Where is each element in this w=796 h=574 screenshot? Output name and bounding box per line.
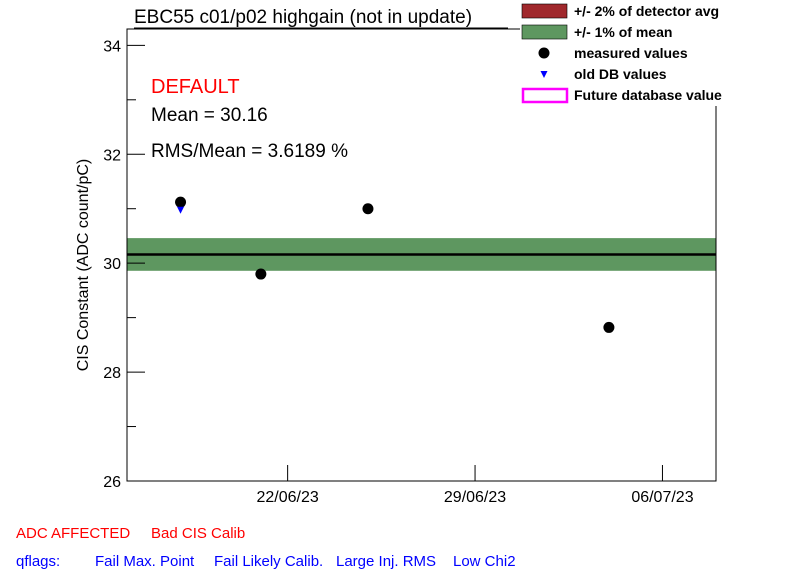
legend-item-2-of-detector-avg-label: +/- 2% of detector avg bbox=[574, 3, 719, 19]
qflags-label: qflags: bbox=[16, 553, 61, 570]
plot-frame bbox=[126, 28, 717, 482]
bad-cis-calib-label: Bad CIS Calib bbox=[151, 525, 246, 542]
legend-item-2-of-detector-avg-swatch bbox=[521, 3, 568, 19]
legend-item-1-of-mean-swatch bbox=[521, 24, 568, 40]
x-tick-label: 22/06/23 bbox=[256, 489, 318, 506]
measured-value-point bbox=[603, 321, 615, 333]
qflag-fail-likely-calib: Fail Likely Calib. bbox=[214, 553, 324, 570]
status-default-label: DEFAULT bbox=[151, 76, 240, 98]
legend-item-old-db-values-label: old DB values bbox=[574, 66, 667, 82]
y-tick-label: 28 bbox=[103, 365, 121, 382]
adc-affected-label: ADC AFFECTED bbox=[16, 525, 131, 542]
legend-item-1-of-mean-label: +/- 1% of mean bbox=[574, 24, 672, 40]
measured-value-point bbox=[175, 196, 187, 208]
y-tick-label: 34 bbox=[103, 38, 121, 55]
rms-label: RMS/Mean = 3.6189 % bbox=[151, 141, 348, 162]
qflag-large-inj-rms: Large Inj. RMS bbox=[336, 553, 437, 570]
y-axis-label: CIS Constant (ADC count/pC) bbox=[75, 159, 92, 372]
mean-label: Mean = 30.16 bbox=[151, 105, 268, 126]
x-tick-label: 29/06/23 bbox=[444, 489, 506, 506]
x-tick-label: 06/07/23 bbox=[631, 489, 693, 506]
y-tick-label: 26 bbox=[103, 474, 121, 491]
qflag-low-chi2: Low Chi2 bbox=[453, 553, 516, 570]
legend-item-old-db-values-swatch bbox=[540, 71, 548, 78]
old-db-value-marker bbox=[177, 206, 185, 214]
legend-item-future-database-value-label: Future database value bbox=[574, 87, 722, 103]
qflag-fail-max-point: Fail Max. Point bbox=[95, 553, 195, 570]
legend-item-future-database-value-swatch bbox=[521, 87, 569, 104]
measured-value-point bbox=[255, 268, 267, 280]
y-tick-label: 32 bbox=[103, 147, 121, 164]
measured-value-point bbox=[362, 203, 374, 215]
chart-title: EBC55 c01/p02 highgain (not in update) bbox=[134, 7, 472, 28]
legend-item-measured-values-label: measured values bbox=[574, 45, 688, 61]
legend-item-measured-values-swatch bbox=[538, 47, 550, 59]
y-tick-label: 30 bbox=[103, 256, 121, 273]
